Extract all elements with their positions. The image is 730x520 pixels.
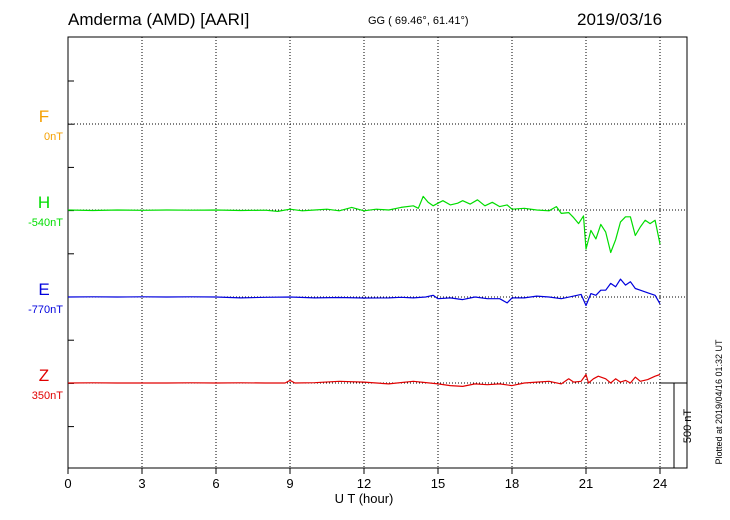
series-name-e: E — [38, 280, 49, 299]
scale-bar-label: 500 nT — [682, 409, 694, 444]
series-line-e — [67, 278, 661, 307]
station-title: Amderma (AMD) [AARI] — [68, 10, 250, 29]
series-baseline-label-e: -770nT — [28, 304, 63, 316]
x-tick-label: 9 — [286, 476, 293, 491]
station-coordinates: GG ( 69.46°, 61.41°) — [368, 15, 469, 27]
x-tick-label: 6 — [212, 476, 219, 491]
series-baseline-label-z: 350nT — [32, 390, 63, 402]
series-line-z — [67, 373, 661, 387]
x-axis-label: U T (hour) — [335, 491, 394, 506]
x-tick-label: 15 — [431, 476, 445, 491]
series-baseline-label-f: 0nT — [44, 131, 63, 143]
x-tick-label: 18 — [505, 476, 519, 491]
plot-frame — [67, 36, 688, 469]
x-tick-label: 12 — [357, 476, 371, 491]
series-line-h — [67, 195, 661, 254]
x-tick-label: 3 — [138, 476, 145, 491]
series-name-f: F — [39, 107, 49, 126]
x-tick-label: 0 — [64, 476, 71, 491]
x-tick-label: 24 — [653, 476, 667, 491]
series-name-z: Z — [39, 366, 49, 385]
plotted-at-note: Plotted at 2019/04/16 01:32 UT — [714, 339, 724, 465]
x-tick-label: 21 — [579, 476, 593, 491]
plot-date: 2019/03/16 — [577, 10, 663, 29]
series-name-h: H — [38, 193, 50, 212]
series-baseline-label-h: -540nT — [28, 217, 63, 229]
